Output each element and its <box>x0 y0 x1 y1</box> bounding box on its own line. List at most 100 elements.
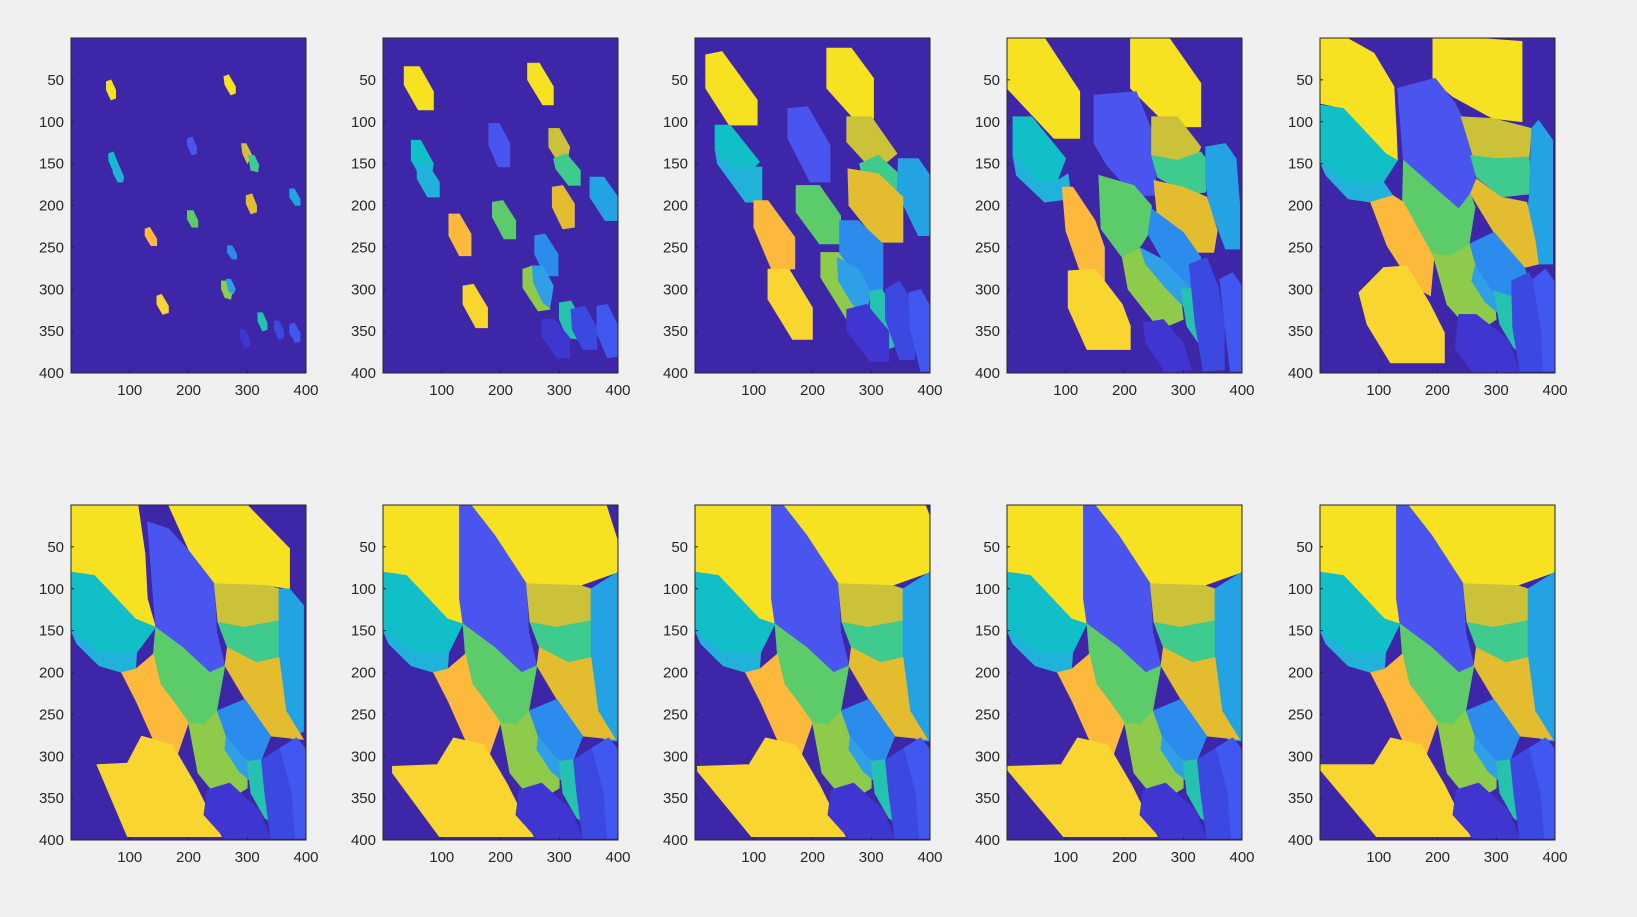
segment-region <box>279 737 306 839</box>
subplot-4: 100 200 300 400 50 100 150 200 250 300 350 400 <box>975 37 1255 399</box>
segment-region <box>96 735 222 838</box>
segment-region <box>1067 268 1131 350</box>
region-layer <box>383 505 618 839</box>
segment-region <box>705 51 758 126</box>
segment-region <box>534 233 559 277</box>
y-tick-label: 200 <box>975 665 1000 682</box>
segment-region <box>1462 583 1529 628</box>
x-tick-label: 100 <box>117 382 142 399</box>
x-tick-label: 300 <box>1484 849 1509 866</box>
y-tick-label: 350 <box>1288 323 1313 340</box>
subplot-5: 100 200 300 400 50 100 150 200 250 300 350 400 <box>1288 37 1568 399</box>
x-tick-label: 300 <box>859 382 884 399</box>
y-tick-label: 200 <box>1288 198 1313 215</box>
segment-region <box>1057 653 1125 757</box>
region-layer <box>1320 38 1555 373</box>
x-tick-label: 100 <box>1053 382 1078 399</box>
y-tick-label: 200 <box>351 198 376 215</box>
subplot-2: 100 200 300 400 50 100 150 200 250 300 350 400 <box>351 37 631 399</box>
y-tick-label: 300 <box>39 281 64 298</box>
y-tick-label: 50 <box>1296 539 1313 556</box>
segment-region <box>527 62 554 106</box>
y-tick-label: 400 <box>663 832 688 849</box>
x-tick-label: 200 <box>800 382 825 399</box>
segment-region <box>1007 38 1081 139</box>
segment-region <box>541 319 571 359</box>
y-tick-label: 300 <box>663 281 688 298</box>
x-tick-label: 400 <box>1542 382 1567 399</box>
segment-region <box>448 213 472 257</box>
y-tick-label: 150 <box>351 156 376 173</box>
y-tick-label: 200 <box>351 665 376 682</box>
segment-region <box>289 188 301 206</box>
segment-region <box>1061 186 1105 285</box>
x-tick-label: 300 <box>547 849 572 866</box>
y-tick-label: 150 <box>1288 623 1313 640</box>
segment-region <box>787 106 831 183</box>
segment-region <box>273 320 285 340</box>
region-layer <box>695 505 930 839</box>
segment-region <box>245 193 257 215</box>
y-tick-label: 300 <box>975 748 1000 765</box>
segment-region <box>767 268 813 340</box>
segment-region <box>227 245 237 260</box>
x-tick-label: 300 <box>235 849 260 866</box>
x-tick-label: 100 <box>741 849 766 866</box>
y-tick-label: 400 <box>39 832 64 849</box>
y-tick-label: 300 <box>975 281 1000 298</box>
segment-region <box>462 283 488 329</box>
region-layer <box>403 62 618 359</box>
y-tick-label: 100 <box>663 114 688 131</box>
y-tick-label: 100 <box>975 114 1000 131</box>
y-tick-label: 400 <box>1288 365 1313 382</box>
x-tick-label: 300 <box>1171 382 1196 399</box>
segment-region <box>1320 737 1471 838</box>
x-tick-label: 200 <box>1425 849 1450 866</box>
y-tick-label: 250 <box>975 706 1000 723</box>
y-tick-label: 200 <box>39 198 64 215</box>
segment-region <box>416 163 440 198</box>
segment-region <box>187 210 199 228</box>
y-tick-label: 100 <box>1288 581 1313 598</box>
x-tick-label: 300 <box>1484 382 1509 399</box>
y-tick-label: 350 <box>975 790 1000 807</box>
segment-region <box>106 79 116 101</box>
y-tick-label: 300 <box>39 748 64 765</box>
x-tick-label: 200 <box>1425 382 1450 399</box>
segment-region <box>1320 38 1398 161</box>
x-tick-label: 400 <box>293 382 318 399</box>
segment-region <box>225 278 236 295</box>
y-tick-label: 150 <box>39 623 64 640</box>
region-layer <box>1007 38 1242 373</box>
segment-region <box>570 305 598 350</box>
y-tick-label: 200 <box>39 665 64 682</box>
segment-region <box>1219 272 1242 372</box>
x-tick-label: 100 <box>1053 849 1078 866</box>
segment-region <box>257 312 268 332</box>
subplot-8: 100 200 300 400 50 100 150 200 250 300 350 400 <box>663 504 943 866</box>
y-tick-label: 150 <box>351 623 376 640</box>
y-tick-label: 100 <box>351 581 376 598</box>
segment-region <box>1358 265 1445 364</box>
segment-region <box>121 653 189 757</box>
y-tick-label: 300 <box>351 748 376 765</box>
y-tick-label: 200 <box>1288 665 1313 682</box>
x-tick-label: 400 <box>605 382 630 399</box>
x-tick-label: 400 <box>293 849 318 866</box>
y-tick-label: 350 <box>1288 790 1313 807</box>
y-tick-label: 50 <box>47 539 64 556</box>
y-tick-label: 350 <box>663 790 688 807</box>
x-tick-label: 200 <box>176 849 201 866</box>
segment-region <box>745 653 813 757</box>
y-tick-label: 50 <box>671 72 688 89</box>
segment-region <box>248 155 260 173</box>
y-tick-label: 50 <box>359 539 376 556</box>
y-tick-label: 400 <box>975 365 1000 382</box>
segment-region <box>753 200 796 270</box>
y-tick-label: 200 <box>975 198 1000 215</box>
x-tick-label: 300 <box>235 382 260 399</box>
y-tick-label: 400 <box>663 365 688 382</box>
y-tick-label: 300 <box>1288 748 1313 765</box>
x-tick-label: 100 <box>1366 382 1391 399</box>
